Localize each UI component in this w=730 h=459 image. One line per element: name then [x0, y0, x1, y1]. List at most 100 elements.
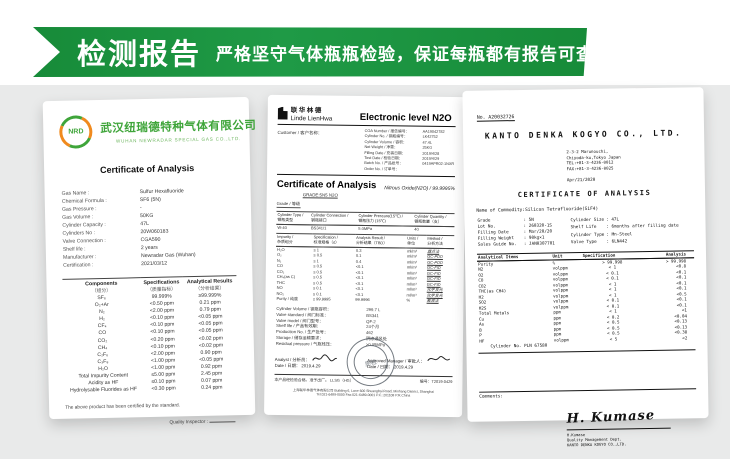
- col-cyl-quantity: Cylinder Quantity / 钢瓶数量（支）: [413, 213, 455, 227]
- cert2-impurity-table: Impurity / 杂质组分 Specification / 标准规格（≤） …: [275, 233, 455, 304]
- nrd-logo-text: NRD: [68, 128, 84, 136]
- col-spec: Specification / 标准规格（≤）: [312, 234, 356, 248]
- cert1-field-list: Gas Name : Sulfur Hexafluoride Chemical Fo…: [61, 186, 237, 270]
- table-row: W-40 BS341/1 5.0MPa 40: [276, 224, 454, 232]
- cert1-header: NRD 武汉纽瑞德特种气体有限公司 WUHAN NEWRADAR SPECIAL…: [54, 110, 256, 154]
- certificate-linde: 联华林德 Linde LienHwa Electronic level N2O …: [264, 94, 466, 418]
- address-line-4: FAX:+81-3-4236-0025: [566, 165, 614, 172]
- cert1-footer-note: The above product has been certified by …: [65, 403, 181, 412]
- table-cell: 0.24 ppm: [201, 384, 223, 392]
- analyst-date: 2019.4.29: [301, 362, 321, 368]
- cert3-right-fields: Cylinder Size: 47L Shelf Life: 6months af…: [569, 216, 680, 247]
- grade-line: GRADE:5N5 N2O: [302, 192, 338, 199]
- cert1-analysis-table: Components Specifications Analytical Res…: [62, 275, 239, 396]
- table-row: Purity / 纯度 ≥ 99.9995 99.9996% 差减法: [275, 296, 453, 304]
- table-cell: Certification :: [63, 262, 94, 269]
- table-cell: <0.30 ppm: [151, 385, 176, 393]
- bottom-left-text: 本产品经检验合格，准予出厂。 LLSG（HG）: [274, 376, 354, 383]
- banner-subtitle: 严格坚守气体瓶瓶检验，保证每瓶都有报告可查: [216, 44, 595, 64]
- nrd-logo-icon: NRD: [54, 110, 98, 154]
- banner-ribbon: 检测报告 严格坚守气体瓶瓶检验，保证每瓶都有报告可查: [33, 27, 587, 77]
- table-cell: ≥ 99.9995: [312, 296, 331, 303]
- linde-brand-text: 联华林德 Linde LienHwa: [291, 104, 333, 123]
- col-specifications: Specifications: [143, 279, 180, 287]
- col-cyl-type: Cylinder Type / 钢瓶类型: [276, 211, 311, 225]
- table-cell: : JAN0307701: [523, 241, 555, 247]
- table-cell: Order No. / 订单号：: [364, 166, 400, 172]
- cert3-company-name: KANTO DENKA KOGYO CO., LTD.: [484, 128, 683, 141]
- cert1-title: Certificate of Analysis: [99, 163, 195, 176]
- signature-rule: [566, 428, 671, 431]
- signature-blank-line: [209, 417, 236, 424]
- approver-signature: [427, 355, 450, 361]
- cert2-header: 联华林德 Linde LienHwa Electronic level N2O: [277, 103, 456, 128]
- cert3-left-fields: Grade: 5N Lot No.: 260320-1S Filling Date:…: [476, 218, 556, 249]
- table-cell: : 6LN442: [606, 239, 628, 245]
- table-cell: Valve Type: [570, 240, 597, 246]
- table-cell: 2021/03/12: [141, 260, 168, 268]
- analyst-block: Analyst / 分析员： Date / 日期： 2019.4.29: [275, 352, 361, 369]
- cert3-analysis-table: Analytical Items Unit Specification Anal…: [476, 250, 696, 345]
- brand-name-cn: 联华林德: [290, 107, 323, 115]
- linde-logo-icon: [278, 106, 288, 119]
- date-label: Date / 日期：: [274, 362, 301, 368]
- approver-block: Approved Manager / 审批人： Date / 日期： 2019.…: [367, 354, 453, 371]
- table-cell: 差减法: [426, 298, 439, 304]
- cert1-company: 武汉纽瑞德特种气体有限公司 WUHAN NEWRADAR SPECIAL GAS…: [100, 116, 256, 143]
- table-cell: W-40: [277, 224, 287, 230]
- col-cyl-connection: Cylinder Connection / 钢瓶接口: [310, 212, 358, 226]
- cert3-date: Apr/21/2020: [566, 178, 596, 184]
- cert2-header-fields: COA Number / 报告编号： AA19042782 Cylinder No.…: [363, 129, 455, 173]
- bottom-right-text: 编号：T2019-0429: [419, 378, 453, 384]
- certificate-newradar: NRD 武汉纽瑞德特种气体有限公司 WUHAN NEWRADAR SPECIAL…: [42, 96, 256, 426]
- company-name-en: WUHAN NEWRADAR SPECIAL GAS CO.,LTD.: [115, 135, 242, 144]
- cert3-fields: Grade: 5N Lot No.: 260320-1S Filling Date:…: [476, 216, 693, 249]
- approver-date: 2019.4.29: [393, 363, 414, 370]
- table-cell: [421, 168, 455, 174]
- table-cell: 99.9996: [355, 297, 370, 303]
- comments-label: Comments:: [479, 388, 697, 401]
- col-results: Analytical Results: [186, 278, 233, 286]
- table-cell: 5.0MPa: [358, 225, 373, 231]
- cert3-title: CERTIFICATE OF ANALYSIS: [517, 189, 652, 200]
- cert3-signature-block: H. Kumase H.Kumase Quality Management De…: [566, 408, 679, 448]
- cert2-address: 上海联华林德气体有限公司 Building 6, Lane 600 Shuang…: [274, 387, 452, 398]
- cert2-header-info: Customer / 客户名称： COA Number / 报告编号： AA190…: [277, 128, 456, 173]
- signer-details: H.Kumase Quality Management Dept. KANTO …: [567, 431, 679, 447]
- analyst-signature: [312, 353, 337, 361]
- certificate-kanto-denka: No. A20032726 KANTO DENKA KOGYO CO., LTD…: [462, 87, 709, 448]
- cert3-address: 2-3-2 Marunouchi, Chiyoda-ku,Tokyo Japan…: [566, 148, 662, 172]
- commodity-line: Name of Commodity:Silicon Tetrafluoride(…: [476, 207, 599, 215]
- banner-title: 检测报告: [77, 39, 202, 71]
- customer-label: Customer / 客户名称：: [277, 129, 323, 136]
- cert2-cylinder-table: Cylinder Type / 钢瓶类型 Cylinder Connection…: [276, 211, 455, 232]
- table-cell: Hydrolysable Fluorides as HF: [70, 386, 137, 394]
- table-cell: 0419APR02-1NXR: [422, 162, 455, 167]
- col-method: Method / 分析方法: [426, 235, 455, 249]
- col-units: Units / 单位: [406, 235, 427, 249]
- col-impurity: Impurity / 杂质组分: [276, 233, 313, 247]
- qc-stamp-text: 质检: [350, 341, 392, 383]
- cert2-product-title: Electronic level N2O: [359, 111, 452, 125]
- company-name-cn: 武汉纽瑞德特种气体有限公司: [100, 119, 257, 135]
- inspector-label: Quality Inspector :: [169, 420, 209, 426]
- divider: [276, 174, 455, 178]
- table-cell: Sales Guide No.: [477, 242, 517, 248]
- cert2-product-spec: Nitrous Oxide(N2O) / 99.9995%: [384, 185, 455, 193]
- table-cell: Purity / 纯度: [276, 296, 299, 302]
- table-cell: %: [406, 297, 411, 303]
- linde-brand: 联华林德 Linde LienHwa: [278, 104, 333, 123]
- cylinder-number-line: Cylinder No. PLN 67580: [478, 340, 696, 355]
- brand-name-en: Linde LienHwa: [290, 115, 333, 123]
- table-row: Valve Type : 6LN442: [570, 238, 680, 247]
- cert2-signature-area: Analyst / 分析员： Date / 日期： 2019.4.29 质检 A…: [275, 332, 453, 391]
- handwritten-signature: H. Kumase: [566, 408, 656, 428]
- table-cell: 40: [414, 226, 419, 232]
- class-line: Grade / 等级: [276, 201, 301, 209]
- table-row: Sales Guide No. : JAN0307701: [477, 241, 556, 248]
- col-cyl-pressure: Cylinder Pressure(15℃) / 钢瓶压力 (15℃): [357, 212, 414, 226]
- col-result: Analysis Result / 分析结果（TBD）: [354, 234, 407, 248]
- document-number: No. A20032726: [476, 115, 515, 122]
- table-cell: BS341/1: [310, 225, 327, 231]
